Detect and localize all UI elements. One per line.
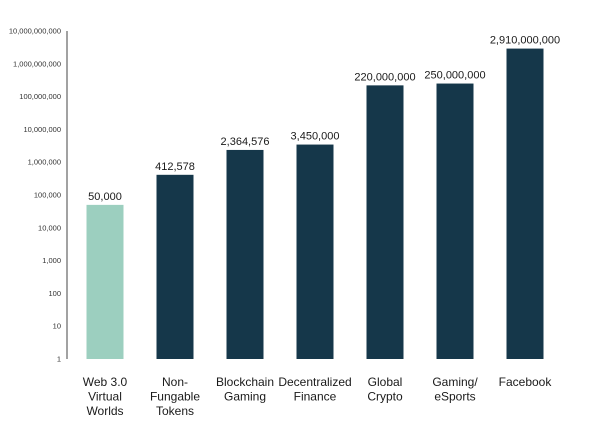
bar-value-label: 50,000 [88,191,122,203]
bar-value-label: 2,910,000,000 [490,35,560,47]
category-label: Facebook [499,375,553,389]
category-label: Gaming/eSports [432,375,478,404]
category-label: Blockchain Gaming [216,375,274,404]
y-tick-label: 10 [53,322,61,331]
bar [226,149,264,359]
category-label: Global Crypto [367,375,403,404]
y-tick-label: 1,000 [42,256,61,265]
y-tick-label: 1 [57,355,61,364]
category-label: Decentralized Finance [278,375,351,404]
y-tick-label: 100 [48,289,61,298]
bar [436,83,474,359]
bar-value-label: 220,000,000 [354,71,415,83]
bar [296,144,334,359]
y-tick-label: 100,000 [34,191,61,200]
y-tick-label: 1,000,000,000 [13,59,61,68]
y-tick-label: 1,000,000 [28,158,61,167]
bars [86,48,544,360]
bar [86,204,124,359]
value-labels: 50,000 412,578 2,364,576 3,450,000 220,000,0… [88,35,560,203]
bar-value-label: 412,578 [155,161,195,173]
y-tick-label: 100,000,000 [19,92,61,101]
bar-value-label: 250,000,000 [424,70,485,82]
bar [366,85,404,360]
bar-value-label: 2,364,576 [221,136,270,148]
bar-value-label: 3,450,000 [291,131,340,143]
y-tick-label: 10,000 [38,223,61,232]
category-labels: Web 3.0 Virtual Worlds Non-Fungable Tokens Bl… [83,375,553,418]
y-tick-label: 10,000,000,000 [9,27,61,36]
category-label: Web 3.0 Virtual Worlds [83,375,128,418]
y-axis-ticks: 1 10 100 1,000 10,000 100,000 1,000,000 10,000,… [9,27,61,364]
bar [156,174,194,359]
y-tick-label: 10,000,000 [23,125,61,134]
bar [506,48,544,359]
category-label: Non-Fungable Tokens [150,375,200,418]
